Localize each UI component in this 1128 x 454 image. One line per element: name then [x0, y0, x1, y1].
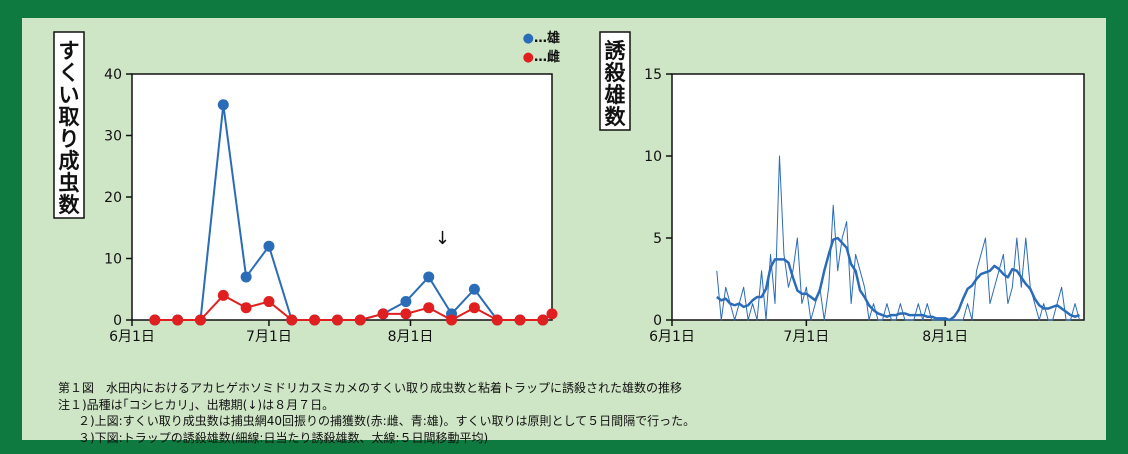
series-line-2 [716, 236, 1080, 322]
data-point [286, 314, 298, 326]
y-tick-label: 10 [104, 252, 122, 268]
x-tick-label: 8月1日 [922, 329, 968, 345]
x-tick-label: 6月1日 [109, 329, 155, 345]
data-point [149, 314, 161, 326]
data-point [514, 314, 526, 326]
data-point [423, 271, 435, 283]
data-point [240, 302, 252, 314]
note-2: ２)上図:すくい取り成虫数は捕虫網40回振りの捕獲数(赤:雌、青:雄)。すくい取… [78, 414, 696, 428]
data-point [263, 240, 275, 252]
y-tick-label: 0 [653, 313, 662, 329]
data-point [263, 296, 275, 308]
data-point [217, 99, 229, 111]
data-point [468, 283, 480, 295]
ylabel-char: 数 [59, 193, 81, 217]
ylabel-char: 殺 [604, 61, 627, 85]
x-tick-label: 7月1日 [246, 329, 292, 345]
ylabel-char: く [59, 61, 80, 85]
data-point [172, 314, 184, 326]
ylabel-box [599, 31, 631, 131]
y-tick-label: 40 [104, 67, 122, 83]
data-point [377, 308, 389, 320]
heading-date-arrow: ↓ [435, 228, 450, 249]
legend-label: ●…雌 [523, 49, 560, 65]
data-point [309, 314, 321, 326]
data-point [240, 271, 252, 283]
figure-caption: 第１図 水田内におけるアカヒゲホソミドリカスミカメのすくい取り成虫数と粘着トラッ… [58, 381, 683, 395]
data-point [537, 314, 549, 326]
note-3: ３)下図:トラップの誘殺雄数(細線:日当たり誘殺雄数、太線:５日間移動平均) [78, 430, 489, 445]
ylabel-char: 取 [59, 105, 80, 129]
ylabel-char: 数 [605, 105, 627, 129]
ylabel-char: 虫 [59, 171, 80, 195]
ylabel-char: い [59, 83, 80, 107]
data-point [423, 302, 435, 314]
x-tick-label: 8月1日 [388, 329, 434, 345]
y-tick-label: 5 [653, 231, 662, 247]
data-point [400, 296, 412, 308]
legend-label: ●…雄 [523, 30, 560, 46]
data-point [491, 314, 503, 326]
y-tick-label: 10 [644, 149, 662, 165]
plot-area [671, 73, 1085, 321]
y-tick-label: 20 [104, 190, 122, 206]
data-point [468, 302, 480, 314]
figure-notes: 第１図 水田内におけるアカヒゲホソミドリカスミカメのすくい取り成虫数と粘着トラッ… [58, 380, 695, 446]
plot-area [131, 73, 553, 321]
ylabel-char: 雄 [604, 83, 626, 107]
ylabel-char: 成 [59, 149, 80, 173]
y-tick-label: 30 [104, 129, 122, 145]
x-tick-label: 6月1日 [649, 329, 695, 345]
data-point [194, 314, 206, 326]
ylabel-char: す [59, 39, 80, 63]
data-point [400, 308, 412, 320]
x-tick-label: 7月1日 [783, 329, 829, 345]
data-point [446, 314, 458, 326]
ylabel-char: 誘 [605, 39, 627, 63]
data-point [217, 289, 229, 301]
ylabel-char: り [59, 127, 80, 151]
ylabel-box [53, 31, 85, 219]
chart-trap-count: 誘殺雄数 0 5 10 15 6月1日 7月1日 8月1日 [599, 31, 1085, 345]
data-point [331, 314, 343, 326]
y-tick-label: 0 [113, 313, 122, 329]
chart-capture-count: すくい取り成虫数 0 10 20 30 40 6月1日 7月1日 8月1日 ↓ ●…雄 ●…雌 [53, 30, 560, 345]
figure-panel: すくい取り成虫数 0 10 20 30 40 6月1日 7月1日 8月1日 ↓ ●…雄 ●…雌 誘殺雄… [22, 18, 1106, 445]
y-tick-label: 15 [644, 67, 662, 83]
data-point [354, 314, 366, 326]
series-line-1 [716, 155, 1081, 321]
data-point [546, 308, 558, 320]
note-1: 注１)品種は｢コシヒカリ｣、出穂期(↓)は８月７日。 [58, 397, 335, 412]
